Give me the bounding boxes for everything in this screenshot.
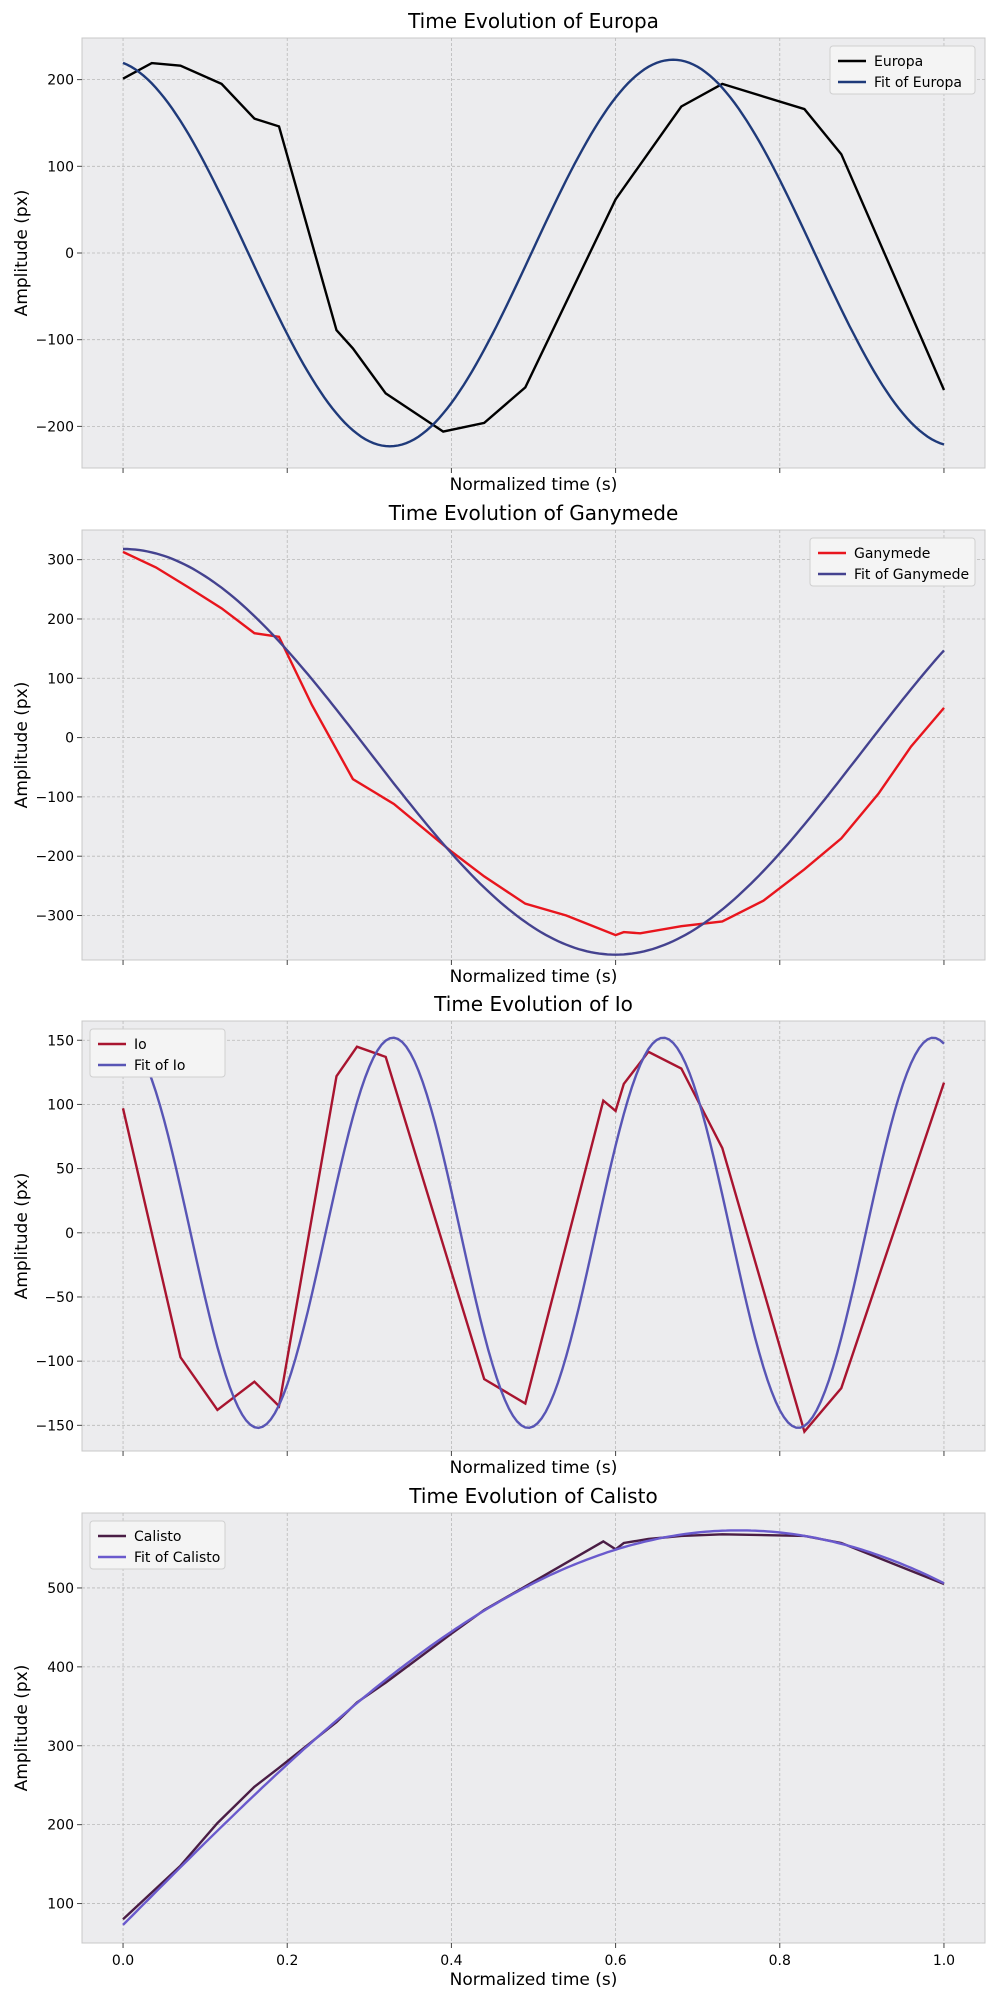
legend-entry: Fit of Io	[134, 1058, 186, 1074]
chart-title: Time Evolution of Calisto	[408, 1484, 657, 1508]
y-tick-label: 200	[47, 1818, 74, 1834]
legend-entry: Fit of Europa	[874, 75, 962, 91]
x-tick-label: 0.4	[440, 1953, 462, 1969]
x-tick-label: 0.6	[604, 1953, 626, 1969]
y-tick-label: 400	[47, 1660, 74, 1676]
series-line-1	[122, 61, 946, 433]
plot-area	[81, 1512, 986, 1944]
y-tick-label: 0	[65, 731, 74, 747]
chart-title: Time Evolution of Ganymede	[388, 501, 679, 525]
series-line-2	[122, 1529, 945, 1926]
plot-area	[81, 529, 986, 961]
chart-title: Time Evolution of Io	[433, 992, 633, 1016]
y-tick-label: 100	[47, 1897, 74, 1913]
x-axis-label: Normalized time (s)	[450, 1458, 618, 1478]
y-tick-label: 50	[56, 1162, 74, 1178]
y-tick-label: −100	[36, 790, 74, 806]
legend-entry: Fit of Ganymede	[854, 567, 969, 583]
legend-entry: Calisto	[134, 1529, 181, 1545]
y-tick-label: 300	[47, 1739, 74, 1755]
x-tick-label: 0.2	[276, 1953, 298, 1969]
legend-box	[809, 537, 976, 587]
y-tick-label: −50	[44, 1290, 74, 1306]
series-line-2	[122, 1036, 945, 1430]
chart-panel-2: −300 −200 −100 0 100 200 300 Time Evolution of …	[12, 501, 986, 987]
y-tick-label: −300	[36, 909, 74, 925]
legend-entry: Fit of Calisto	[134, 1550, 220, 1566]
y-tick-label: 150	[47, 1033, 74, 1049]
chart-title: Time Evolution of Europa	[407, 9, 659, 33]
y-tick-label: 100	[47, 159, 74, 175]
y-tick-label: −100	[36, 1354, 74, 1370]
x-tick-label: 0.8	[769, 1953, 791, 1969]
y-axis-label: Amplitude (px)	[12, 1173, 32, 1300]
x-tick-label: 0.0	[112, 1953, 134, 1969]
y-tick-label: 100	[47, 671, 74, 687]
y-tick-label: 100	[47, 1097, 74, 1113]
x-axis-label: Normalized time (s)	[450, 1970, 618, 1990]
y-tick-label: 200	[47, 73, 74, 89]
legend-entry: Io	[134, 1037, 147, 1053]
y-tick-label: −200	[36, 849, 74, 865]
plot-area	[81, 1020, 986, 1452]
legend-entry: Ganymede	[854, 546, 930, 562]
y-tick-label: 300	[47, 553, 74, 569]
x-axis-label: Normalized time (s)	[450, 967, 618, 987]
y-tick-label: 200	[47, 612, 74, 628]
x-axis-label: Normalized time (s)	[450, 475, 618, 495]
chart-panel-4: 0.0 0.2 0.4 0.6 0.8 1.0 100 200 300 400 500 Time Ev…	[12, 1484, 986, 1990]
y-axis-label: Amplitude (px)	[12, 682, 32, 809]
series-line-2	[122, 58, 945, 448]
x-tick-label: 1.0	[933, 1953, 955, 1969]
chart-panel-3: −150 −100 −50 0 50 100 150 Time Evolution of Io…	[12, 992, 986, 1478]
legend-box	[829, 45, 976, 95]
y-tick-label: −200	[36, 419, 74, 435]
chart-panel-1: −200 −100 0 100 200 Time Evolution of Europa N…	[12, 9, 986, 495]
legend-entry: Europa	[874, 54, 923, 70]
y-axis-label: Amplitude (px)	[12, 190, 32, 317]
y-tick-label: −100	[36, 333, 74, 349]
y-tick-label: 500	[47, 1581, 74, 1597]
y-tick-label: −150	[36, 1418, 74, 1434]
series-line-1	[122, 550, 945, 937]
series-line-2	[123, 547, 945, 956]
series-line-1	[121, 1045, 946, 1435]
y-tick-label: 0	[65, 246, 74, 262]
y-tick-label: 0	[65, 1226, 74, 1242]
y-axis-label: Amplitude (px)	[12, 1665, 32, 1792]
